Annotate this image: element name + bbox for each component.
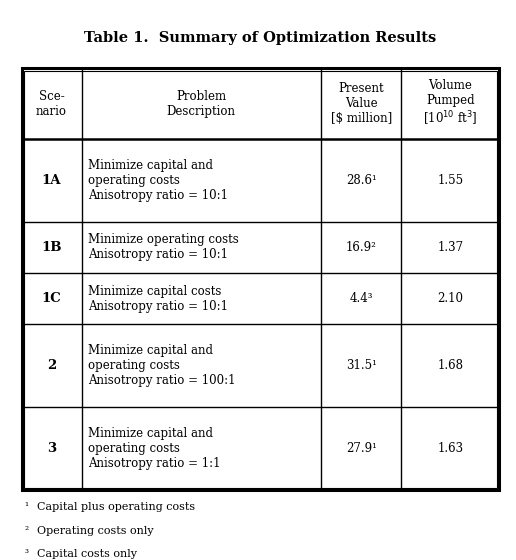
Text: Minimize capital and
operating costs
Anisotropy ratio = 100:1: Minimize capital and operating costs Ani… [88,344,235,388]
Text: ³: ³ [24,549,28,558]
Text: Capital costs only: Capital costs only [37,549,137,559]
Text: Sce-
nario: Sce- nario [36,90,67,118]
Text: Volume
Pumped
[10$^{10}$ ft$^3$]: Volume Pumped [10$^{10}$ ft$^3$] [423,79,478,128]
Text: Minimize capital and
operating costs
Anisotropy ratio = 1:1: Minimize capital and operating costs Ani… [88,427,220,470]
Text: 1C: 1C [42,292,61,305]
Text: Problem
Description: Problem Description [167,90,236,118]
Text: Table 1.  Summary of Optimization Results: Table 1. Summary of Optimization Results [85,31,437,45]
Bar [22,68,499,490]
Text: 27.9¹: 27.9¹ [346,442,377,455]
Text: 2.10: 2.10 [438,292,463,305]
Text: 1.68: 1.68 [438,360,463,372]
Text: 2: 2 [47,360,56,372]
Text: ¹: ¹ [24,502,28,511]
Text: Capital plus operating costs: Capital plus operating costs [37,502,195,512]
Text: ²: ² [24,526,28,535]
Text: 4.4³: 4.4³ [349,292,373,305]
Text: 28.6¹: 28.6¹ [346,174,377,186]
Text: Minimize operating costs
Anisotropy ratio = 10:1: Minimize operating costs Anisotropy rati… [88,234,238,262]
Text: 1.55: 1.55 [438,174,463,186]
Text: 1B: 1B [41,241,62,254]
Text: 16.9²: 16.9² [346,241,377,254]
Text: Minimize capital and
operating costs
Anisotropy ratio = 10:1: Minimize capital and operating costs Ani… [88,158,228,202]
Bar [24,71,497,488]
Text: 31.5¹: 31.5¹ [346,360,377,372]
Text: 1A: 1A [42,174,61,186]
Text: Present
Value
[\$ million]: Present Value [\$ million] [331,82,392,125]
Text: Minimize capital costs
Anisotropy ratio = 10:1: Minimize capital costs Anisotropy ratio … [88,284,228,312]
Text: 3: 3 [47,442,56,455]
Text: Operating costs only: Operating costs only [37,526,154,536]
Text: 1.37: 1.37 [438,241,463,254]
Text: 1.63: 1.63 [438,442,463,455]
